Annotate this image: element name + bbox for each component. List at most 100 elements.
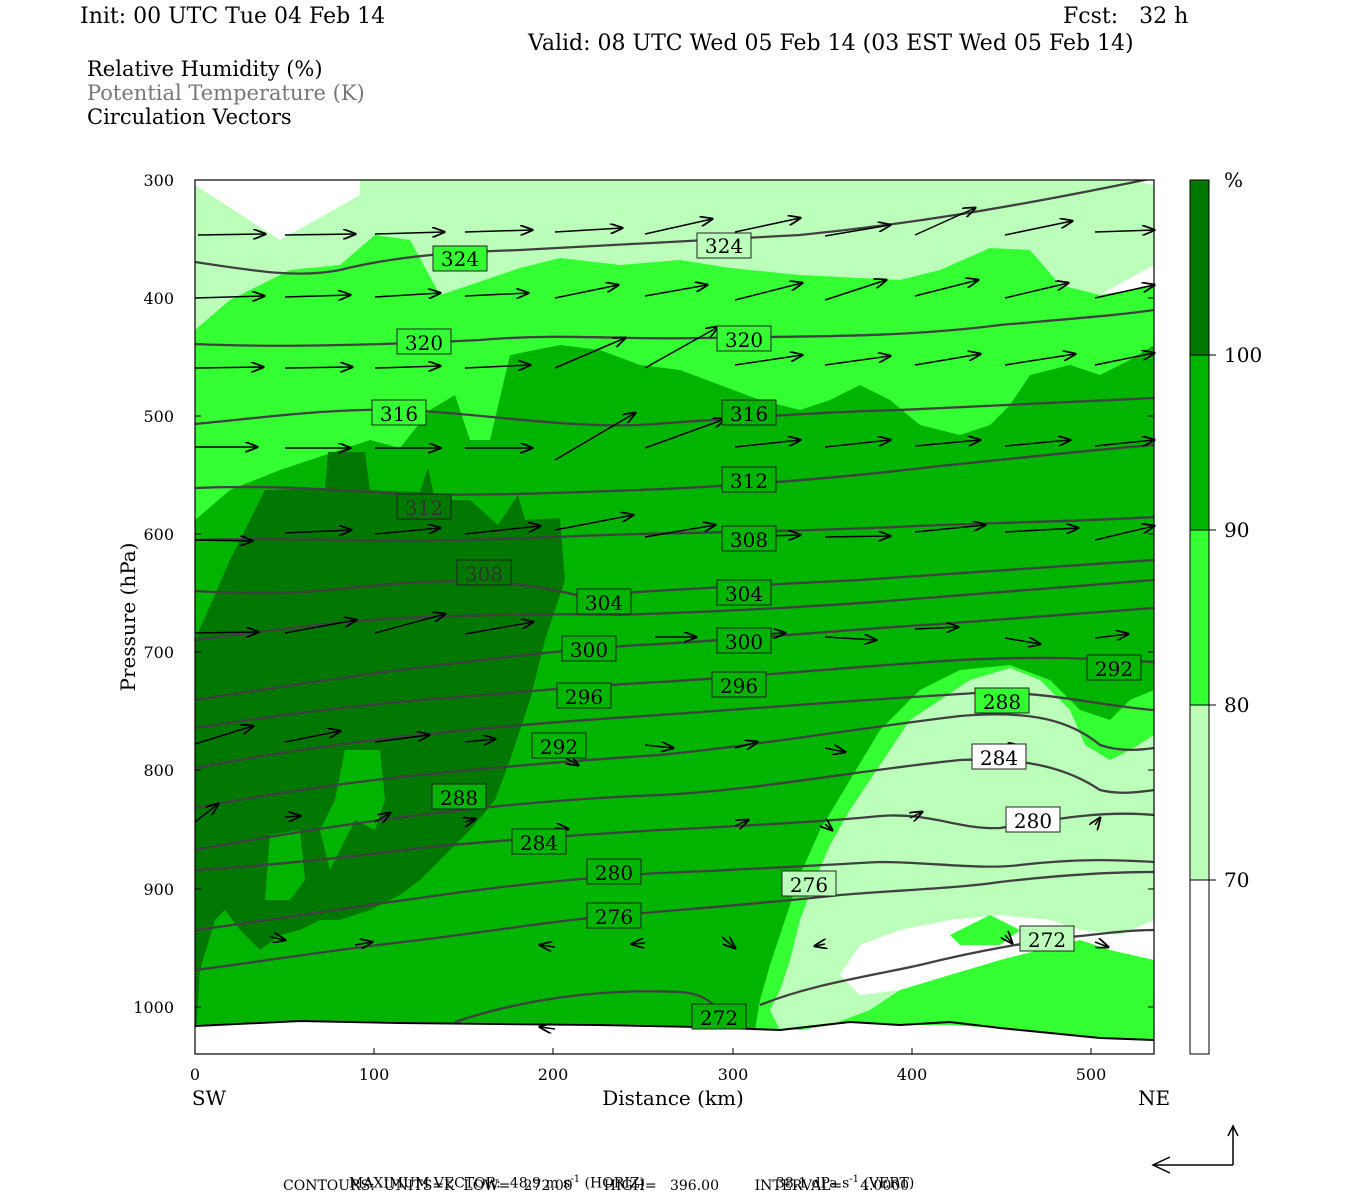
init-time: Init: 00 UTC Tue 04 Feb 14 xyxy=(80,4,386,29)
vector-arrow xyxy=(1094,526,1154,541)
contour-label-text: 316 xyxy=(730,402,768,426)
vector-arrow xyxy=(825,824,832,830)
reference-vector-icon xyxy=(1151,1124,1239,1174)
y-tick-label: 900 xyxy=(143,880,174,899)
y-axis-title: Pressure (hPa) xyxy=(116,543,140,692)
vector-arrow xyxy=(374,232,444,234)
vector-arrow xyxy=(721,937,735,948)
vector-arrow xyxy=(269,937,285,940)
vector-arrow xyxy=(824,536,890,537)
variable-vectors: Circulation Vectors xyxy=(87,105,292,129)
colorbar-swatch-below xyxy=(1189,879,1210,1055)
colorbar-label-100: 100 xyxy=(1224,343,1262,367)
contour-label-292-b: 292 xyxy=(1086,654,1142,681)
contour-label-320-a: 320 xyxy=(396,328,452,355)
contour-label-312-a: 312 xyxy=(396,493,452,520)
vector-arrow xyxy=(734,355,802,366)
contour-label-296-a: 296 xyxy=(556,682,612,709)
contour-label-text: 324 xyxy=(441,247,479,271)
contour-label-324-a: 324 xyxy=(432,245,488,272)
vector-arrow xyxy=(194,804,218,823)
vert-value: 38.1 dPa s xyxy=(775,1175,850,1192)
horiz-tag: (HORIZ) xyxy=(584,1175,645,1192)
colorbar-swatch-100 xyxy=(1189,179,1210,356)
contour-label-text: 284 xyxy=(980,746,1018,770)
vector-arrow xyxy=(374,366,440,368)
contour-label-text: 284 xyxy=(520,831,558,855)
circulation-vectors xyxy=(194,208,1154,1029)
variable-rh: Relative Humidity (%) xyxy=(87,57,323,81)
vector-arrow xyxy=(540,1027,556,1029)
x-tick-label: 500 xyxy=(1076,1065,1107,1084)
vert-vector-line: 38.1 dPa s-1 (VERT) xyxy=(767,1158,914,1192)
x-tick-label: 0 xyxy=(190,1065,200,1084)
vector-arrow xyxy=(1095,818,1100,825)
contour-label-308-b: 308 xyxy=(721,525,777,552)
contour-label-284-a: 284 xyxy=(511,828,567,855)
vector-arrow xyxy=(554,515,633,531)
vector-arrow xyxy=(1094,285,1154,299)
vector-arrow xyxy=(734,218,800,233)
vector-arrow xyxy=(464,622,533,635)
contour-label-300-a: 300 xyxy=(561,635,617,662)
vector-arrow xyxy=(284,816,300,817)
contour-label-text: 288 xyxy=(440,786,478,810)
vector-arrow xyxy=(644,745,673,748)
contour-label-text: 308 xyxy=(730,528,768,552)
contour-label-316-a: 316 xyxy=(371,399,427,426)
vector-arrow xyxy=(914,208,975,236)
x-axis-ticks xyxy=(194,1048,1092,1054)
vector-arrow xyxy=(1094,942,1108,947)
y-axis-labels: 300 400 500 600 700 800 900 1000 xyxy=(133,171,174,1017)
variable-theta: Potential Temperature (K) xyxy=(87,81,365,105)
vector-arrow xyxy=(554,413,635,461)
horiz-value: 48.9 m s xyxy=(509,1175,571,1192)
vector-arrow xyxy=(374,813,390,822)
vector-arrow xyxy=(644,419,725,449)
contour-label-text: 296 xyxy=(565,685,603,709)
vector-arrow xyxy=(914,525,985,533)
colorbar-swatch-90 xyxy=(1189,354,1210,531)
contour-label-text: 324 xyxy=(705,234,743,258)
contour-label-292-a: 292 xyxy=(531,732,587,759)
contour-label-text: 292 xyxy=(1095,657,1133,681)
vector-arrow xyxy=(465,819,475,822)
x-tick-label: 400 xyxy=(897,1065,928,1084)
contour-label-316-b: 316 xyxy=(721,399,777,426)
left-end-label: SW xyxy=(192,1086,227,1110)
vector-arrow xyxy=(824,356,890,366)
vector-arrow xyxy=(374,614,445,634)
contour-label-text: 292 xyxy=(540,735,578,759)
horiz-exponent: -1 xyxy=(570,1174,581,1185)
contour-label-272-a: 272 xyxy=(691,1003,747,1030)
y-tick-label: 500 xyxy=(143,407,174,426)
vector-arrow xyxy=(734,283,802,301)
vector-arrow xyxy=(194,367,263,368)
vector-arrow xyxy=(464,293,528,296)
vector-arrow xyxy=(374,735,429,743)
forecast-hour: Fcst: 32 h xyxy=(1063,4,1189,29)
vector-arrow xyxy=(284,295,350,297)
vector-arrow xyxy=(464,365,530,368)
contour-label-296-b: 296 xyxy=(711,671,767,698)
vector-arrow xyxy=(464,230,532,232)
contour-label-312-b: 312 xyxy=(721,466,777,493)
vector-arrow xyxy=(644,219,712,235)
vector-arrow xyxy=(734,440,800,448)
colorbar-swatch-80 xyxy=(1189,529,1210,706)
colorbar-label-70: 70 xyxy=(1224,868,1249,892)
x-axis-title: Distance (km) xyxy=(602,1086,744,1110)
x-axis-labels: 0 100 200 300 400 500 xyxy=(190,1065,1106,1084)
valid-time: Valid: 08 UTC Wed 05 Feb 14 (03 EST Wed … xyxy=(528,31,1134,56)
vector-arrow xyxy=(554,228,622,232)
vector-arrow xyxy=(1094,634,1128,638)
contour-label-text: 296 xyxy=(720,674,758,698)
vector-arrow xyxy=(734,820,748,826)
vector-arrow xyxy=(374,293,440,297)
contour-label-text: 280 xyxy=(1014,809,1052,833)
y-tick-label: 600 xyxy=(143,525,174,544)
contour-label-304-a: 304 xyxy=(576,588,632,615)
vector-arrow xyxy=(644,525,715,538)
vector-arrow xyxy=(734,742,757,748)
